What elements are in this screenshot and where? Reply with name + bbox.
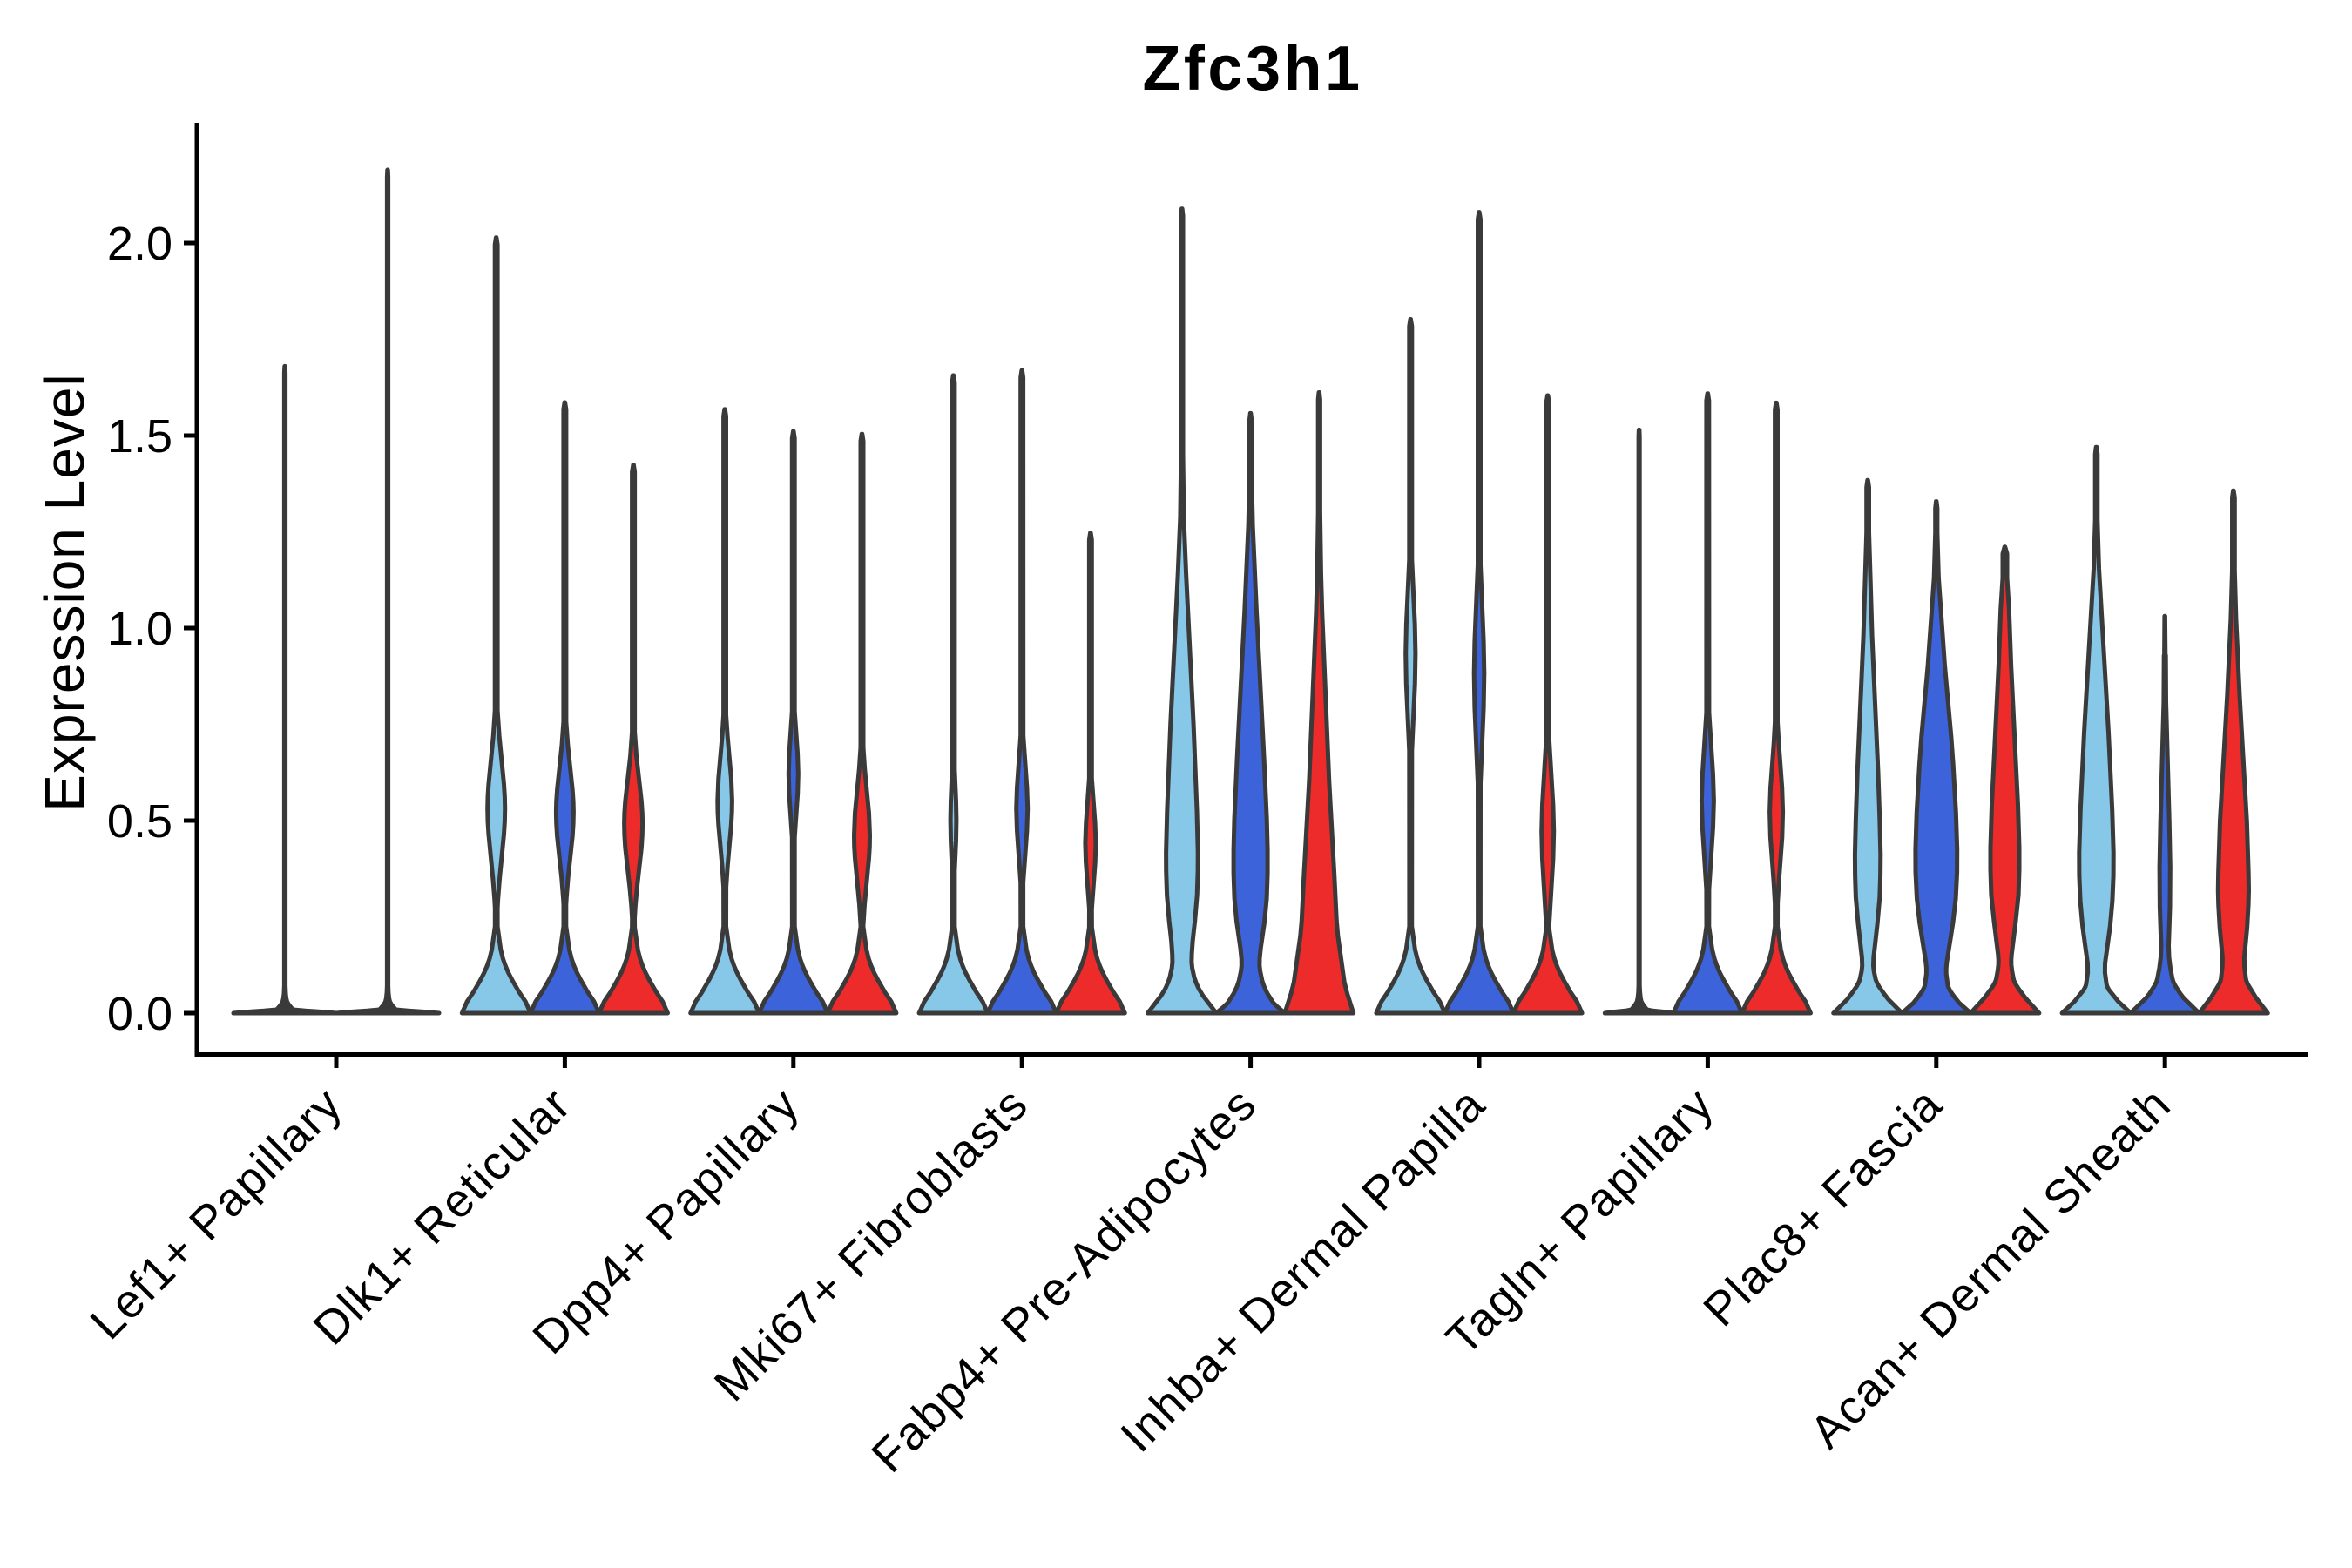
svg-text:0.0: 0.0 — [107, 988, 172, 1040]
svg-text:1.5: 1.5 — [107, 410, 172, 463]
svg-text:Zfc3h1: Zfc3h1 — [1142, 34, 1362, 104]
svg-text:0.5: 0.5 — [107, 795, 172, 848]
svg-text:Expression Level: Expression Level — [33, 373, 96, 811]
svg-text:2.0: 2.0 — [107, 218, 172, 270]
svg-text:1.0: 1.0 — [107, 603, 172, 655]
